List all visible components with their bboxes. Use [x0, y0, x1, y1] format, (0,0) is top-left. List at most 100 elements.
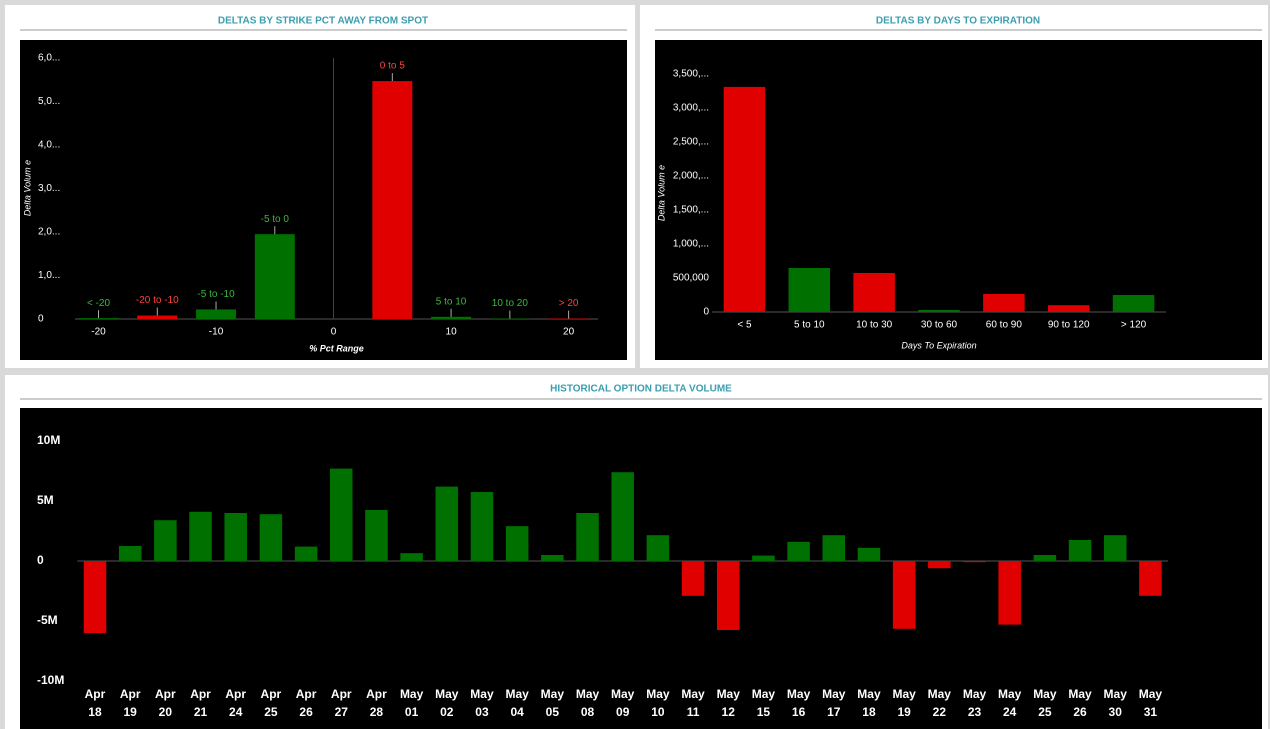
- y-tick-label: 1,0...: [38, 270, 60, 281]
- y-tick-label: 2,500,...: [673, 137, 709, 148]
- y-tick-label: 0: [703, 307, 709, 318]
- label-line: 24: [229, 705, 243, 719]
- x-tick-label: < 5: [737, 320, 752, 331]
- bar: [505, 526, 529, 561]
- label-line: May: [1104, 687, 1128, 701]
- value-label: < -20: [87, 298, 111, 309]
- bar: [78, 318, 119, 319]
- label-line: Apr: [120, 687, 141, 701]
- y-axis-title: Delta Volum e: [656, 165, 666, 221]
- bar: [918, 309, 960, 312]
- label-line: May: [576, 687, 600, 701]
- x-tick-label: Apr 25: [261, 687, 282, 719]
- value-label: 5 to 10: [436, 296, 467, 307]
- label-line: 19: [123, 705, 137, 719]
- x-tick-label: 10: [446, 327, 458, 338]
- bar: [1112, 295, 1155, 312]
- label-line: 22: [933, 705, 947, 719]
- x-tick-label: May 25: [1033, 687, 1057, 719]
- value-label: 10 to 20: [492, 298, 529, 309]
- y-axis-title: Delta Volum e: [22, 160, 32, 216]
- label-line: May: [717, 687, 741, 701]
- bar: [154, 520, 177, 561]
- x-tick-label: -20: [91, 327, 106, 338]
- label-line: Apr: [85, 687, 106, 701]
- x-tick-label: 20: [563, 327, 575, 338]
- bar: [611, 472, 634, 561]
- panel-title: HISTORICAL OPTION DELTA VOLUME: [550, 384, 732, 395]
- bar: [137, 315, 178, 319]
- bar: [788, 268, 831, 312]
- label-line: 25: [264, 705, 278, 719]
- bar: [259, 514, 283, 561]
- label-line: 12: [722, 705, 736, 719]
- x-axis-title: % Pct Range: [309, 343, 364, 353]
- x-tick-label: > 120: [1121, 320, 1147, 331]
- label-line: May: [681, 687, 705, 701]
- bar: [254, 234, 295, 319]
- bar: [118, 546, 142, 561]
- label-line: May: [611, 687, 635, 701]
- label-line: Apr: [190, 687, 211, 701]
- label-line: May: [998, 687, 1022, 701]
- y-tick-label: 0: [37, 553, 44, 567]
- bar: [998, 561, 1021, 625]
- label-line: May: [857, 687, 881, 701]
- bar: [723, 86, 766, 312]
- x-tick-label: Apr 28: [366, 687, 387, 719]
- value-label: -5 to -10: [197, 289, 235, 300]
- label-line: Apr: [225, 687, 246, 701]
- bar: [822, 535, 846, 561]
- x-tick-label: Apr 19: [120, 687, 141, 719]
- bar: [752, 555, 775, 561]
- label-line: May: [752, 687, 776, 701]
- y-tick-label: 0: [38, 314, 44, 325]
- label-line: 18: [88, 705, 102, 719]
- bar: [365, 510, 388, 561]
- bar: [646, 535, 670, 561]
- bar: [681, 561, 705, 596]
- x-tick-label: May 03: [470, 687, 494, 719]
- x-tick-label: May 12: [717, 687, 741, 719]
- x-tick-label: May 24: [998, 687, 1022, 719]
- y-tick-label: 6,0...: [38, 53, 60, 64]
- label-line: May: [400, 687, 424, 701]
- y-tick-label: 5M: [37, 493, 54, 507]
- bar: [224, 513, 247, 561]
- x-tick-label: 30 to 60: [921, 320, 958, 331]
- x-tick-label: May 17: [822, 687, 846, 719]
- label-line: May: [963, 687, 987, 701]
- bar: [853, 272, 895, 312]
- label-line: 10: [651, 705, 665, 719]
- bar: [83, 561, 107, 633]
- y-tick-label: 1,000,...: [673, 239, 709, 250]
- bar: [329, 468, 353, 561]
- label-line: 31: [1144, 705, 1158, 719]
- value-label: 0 to 5: [380, 61, 405, 72]
- label-line: Apr: [331, 687, 352, 701]
- label-line: May: [1139, 687, 1163, 701]
- x-tick-label: May 10: [646, 687, 670, 719]
- label-line: Apr: [261, 687, 282, 701]
- bar: [294, 546, 318, 561]
- chart-bg: [20, 408, 1262, 729]
- y-tick-label: 1,500,...: [673, 205, 709, 216]
- label-line: May: [892, 687, 916, 701]
- bar: [928, 561, 951, 569]
- bar: [892, 561, 916, 629]
- label-line: 26: [1073, 705, 1087, 719]
- label-line: 24: [1003, 705, 1017, 719]
- bar: [196, 309, 237, 319]
- label-line: 19: [897, 705, 911, 719]
- panel-title: DELTAS BY DAYS TO EXPIRATION: [876, 16, 1040, 27]
- y-tick-label: -5M: [37, 613, 58, 627]
- x-tick-label: May 09: [611, 687, 635, 719]
- x-tick-label: Apr 21: [190, 687, 211, 719]
- label-line: 15: [757, 705, 771, 719]
- bar: [1033, 555, 1057, 561]
- x-tick-label: May 05: [541, 687, 565, 719]
- label-line: 03: [475, 705, 489, 719]
- label-line: May: [928, 687, 952, 701]
